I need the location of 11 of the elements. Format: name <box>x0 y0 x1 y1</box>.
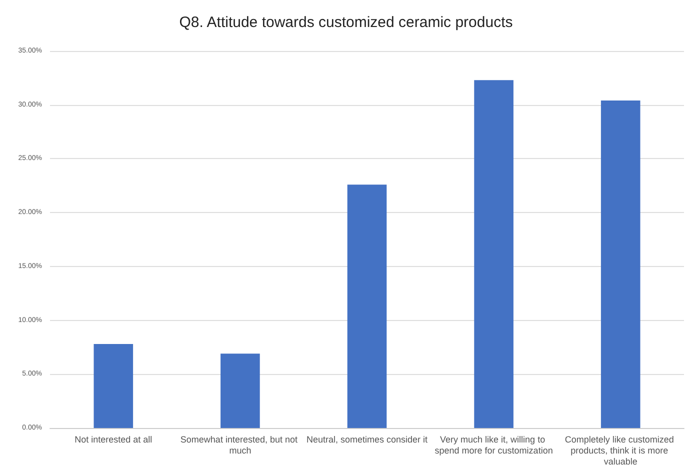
bar <box>94 344 134 428</box>
bar <box>347 184 387 428</box>
chart-title: Q8. Attitude towards customized ceramic products <box>179 14 513 31</box>
bar <box>474 80 514 428</box>
x-tick-label: Not interested at all <box>74 434 152 444</box>
x-tick-label: Somewhat interested, but not much <box>180 434 300 456</box>
x-tick-label: Very much like it, willing to spend more for customization <box>434 434 553 456</box>
x-tick-label: Completely like customized products, think it is more valuable <box>564 434 676 466</box>
bar <box>600 100 640 428</box>
bar <box>220 354 260 428</box>
x-tick-label: Neutral, sometimes consider it <box>306 434 428 444</box>
